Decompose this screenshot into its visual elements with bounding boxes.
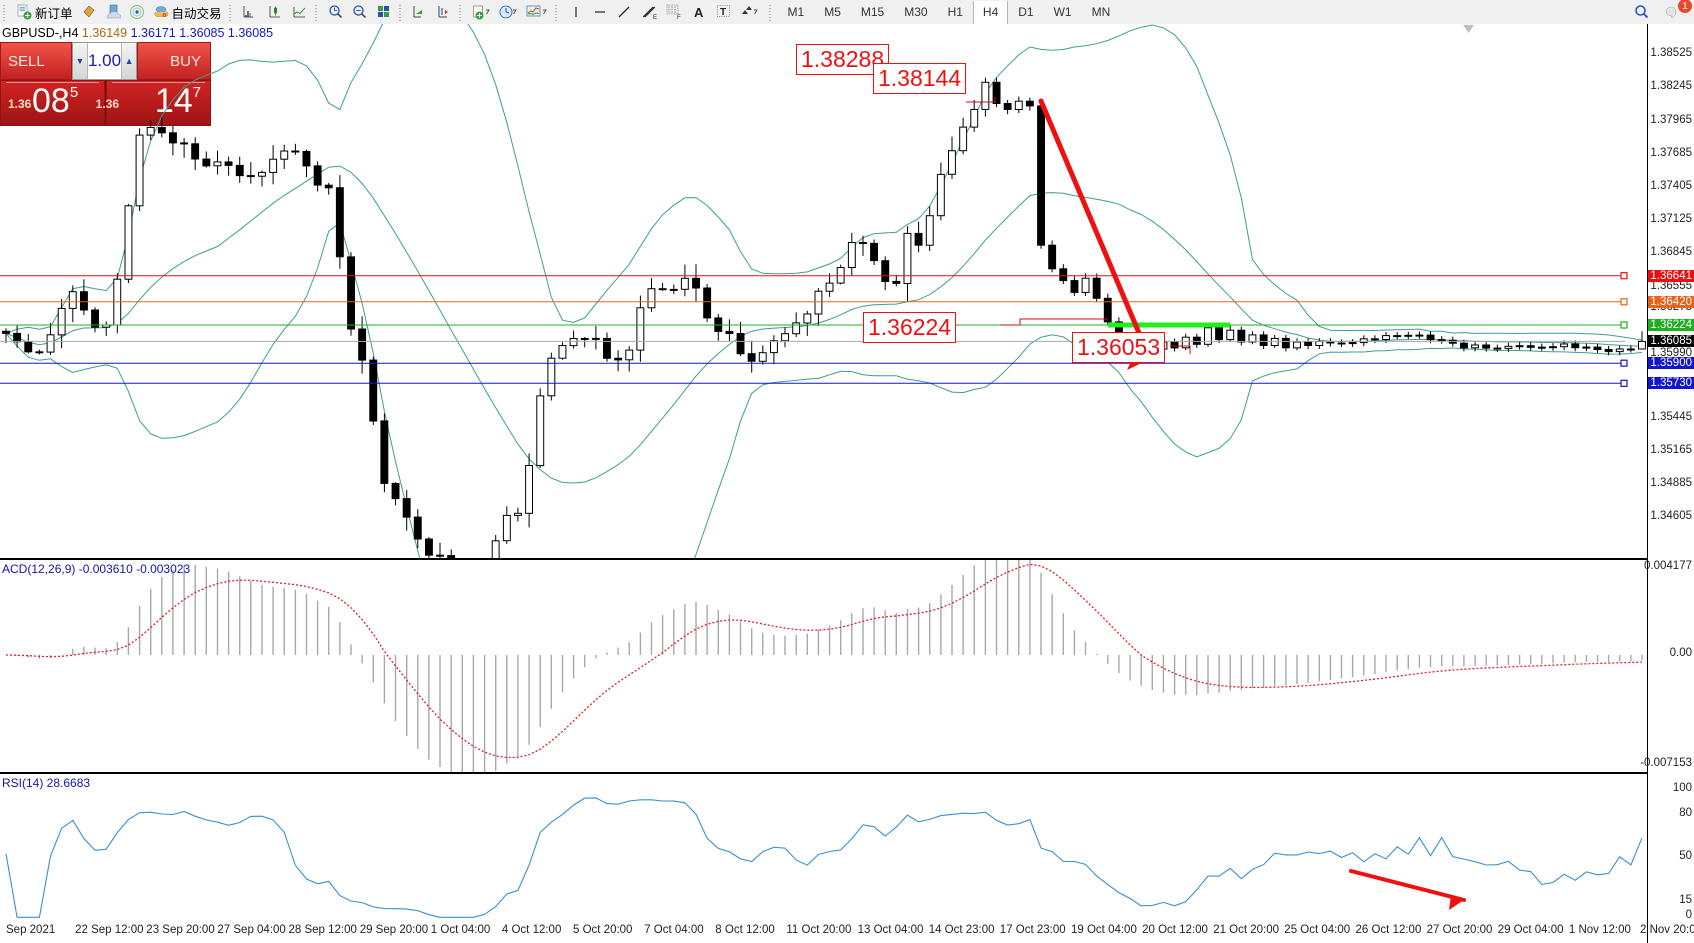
svg-text:F: F <box>677 15 681 20</box>
svg-text:T: T <box>720 7 726 18</box>
svg-text:A: A <box>694 5 704 20</box>
svg-text:E: E <box>653 15 657 20</box>
